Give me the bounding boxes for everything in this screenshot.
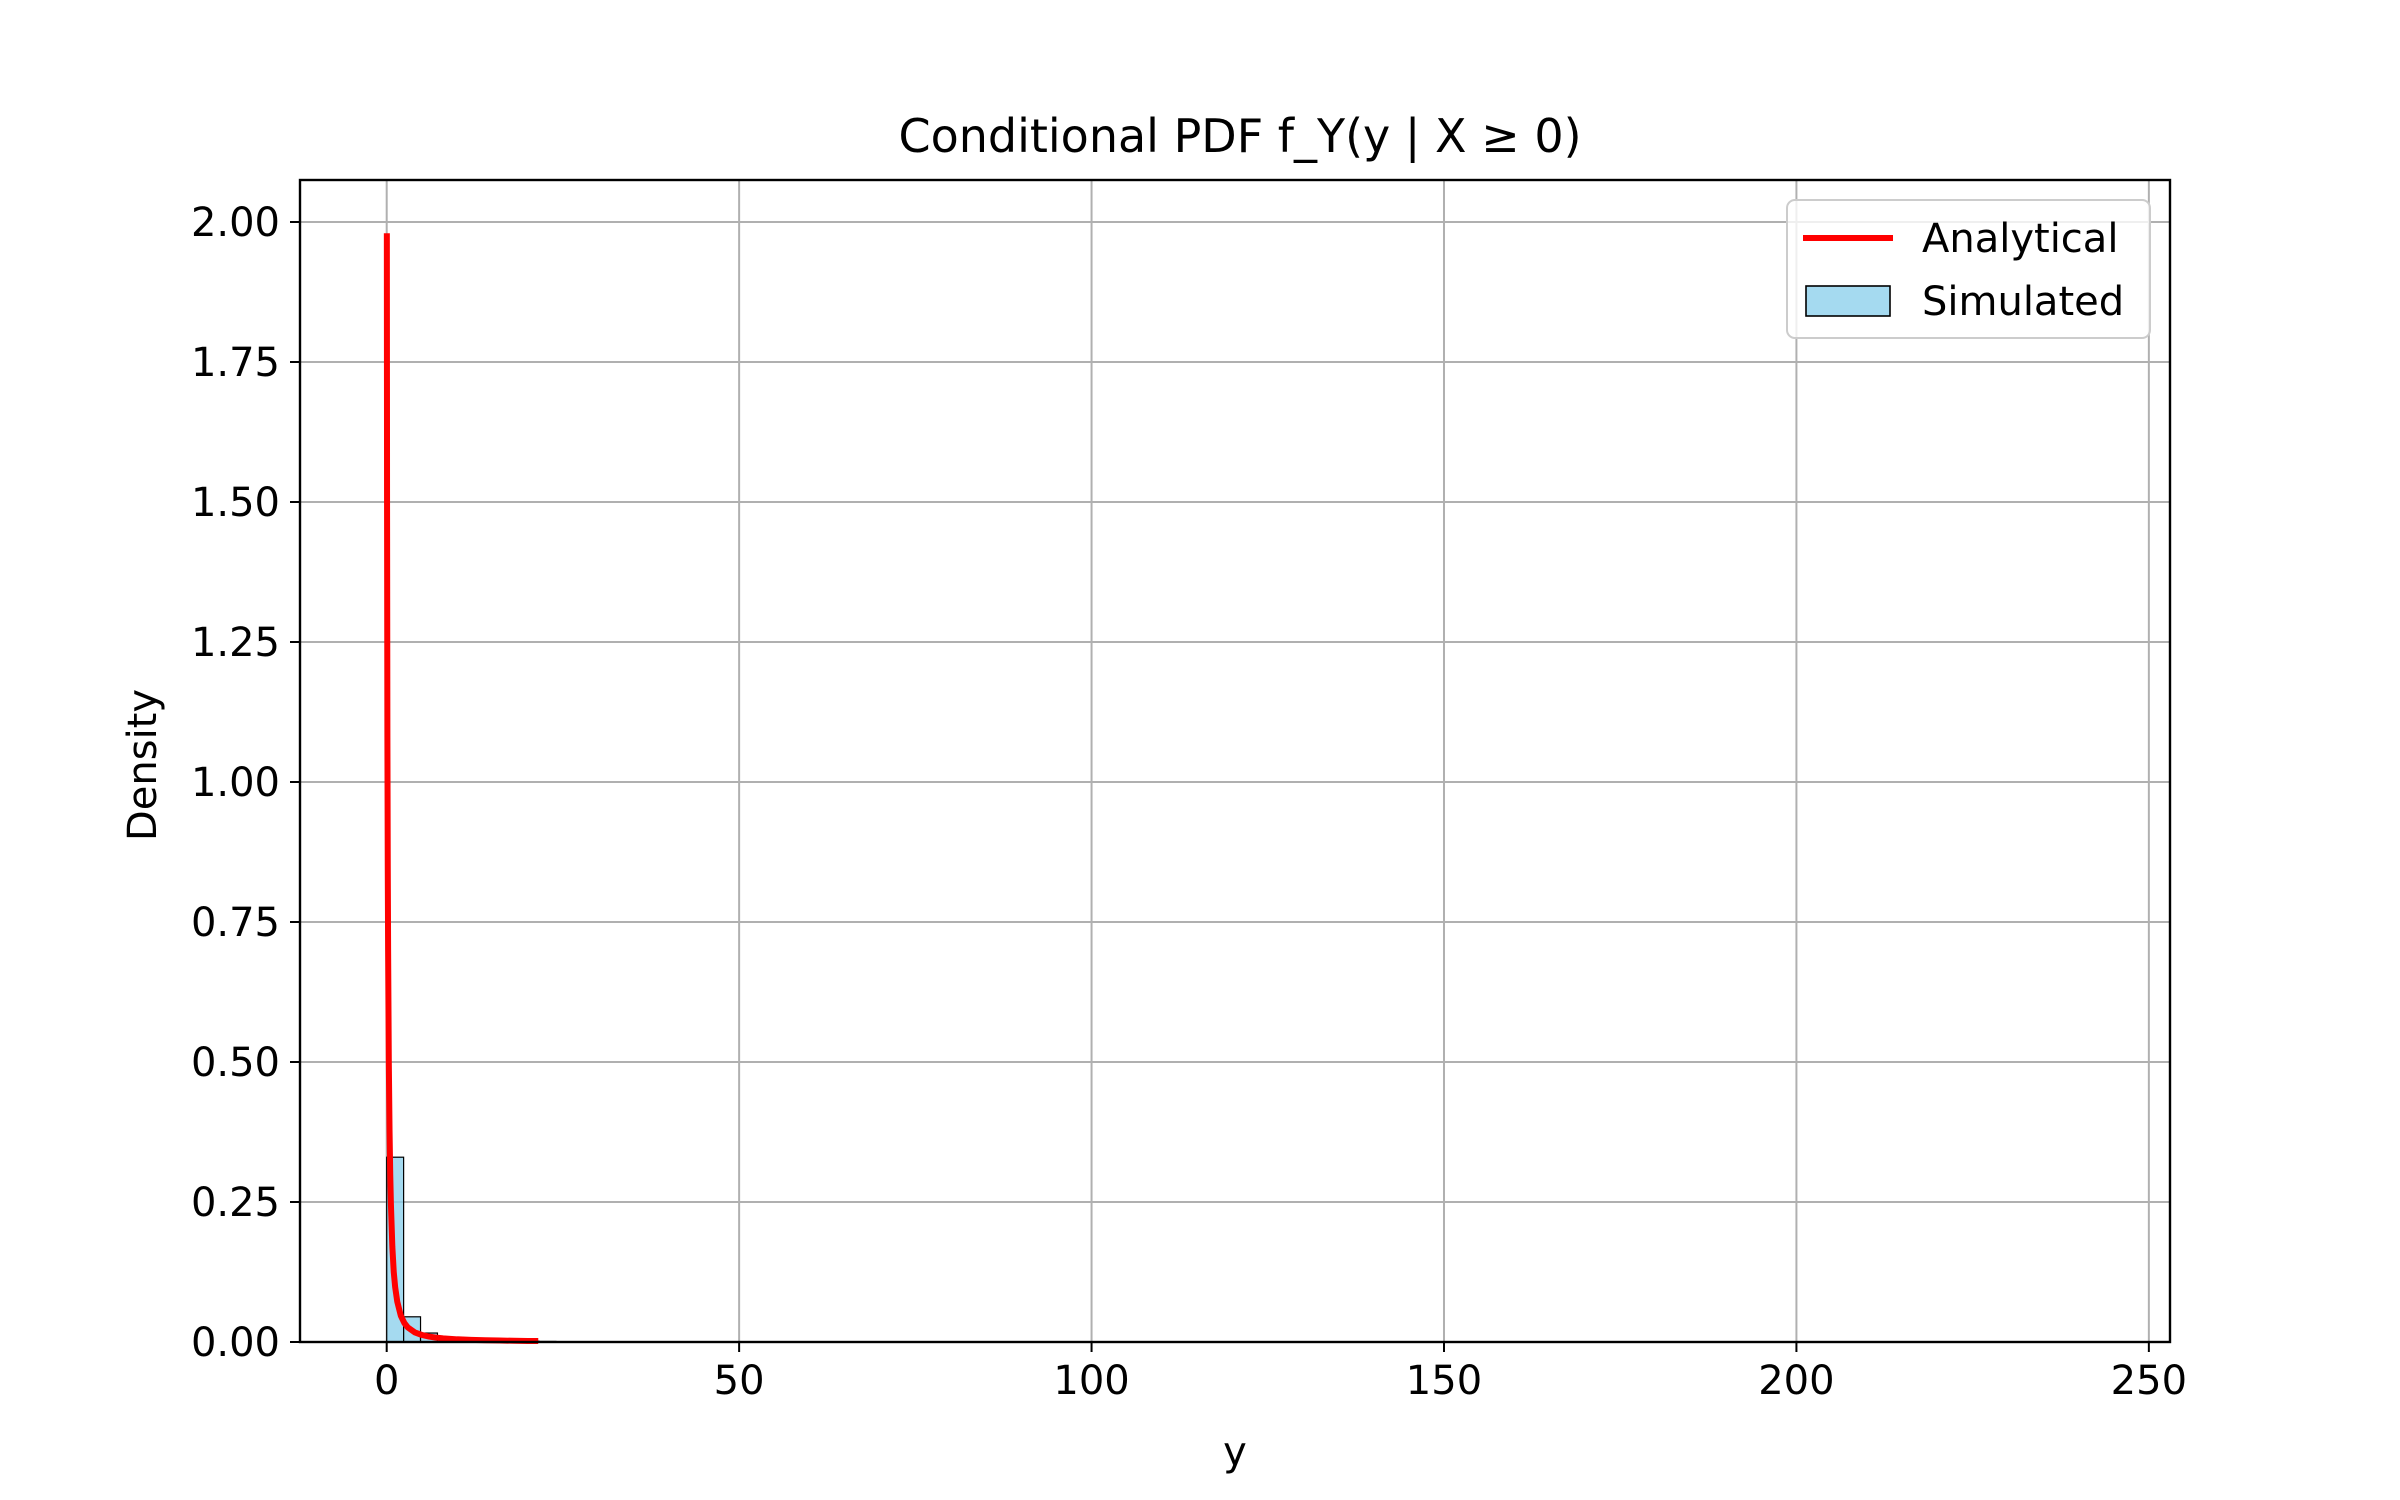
x-tick-label: 0 (374, 1358, 399, 1404)
analytical-line (383, 233, 539, 1345)
x-axis: 0 50 100 150 200 250 (374, 1342, 2187, 1404)
plot-area (298, 178, 2172, 1345)
legend-simulated-swatch (1805, 285, 1891, 317)
x-tick-label: 250 (2111, 1358, 2187, 1404)
plot-frame (298, 178, 2172, 1344)
x-tick-label: 150 (1406, 1358, 1482, 1404)
chart-title: Conditional PDF f_Y(y | X ≥ 0) (898, 109, 1581, 164)
y-tick-label: 0.00 (191, 1320, 280, 1366)
x-tick-label: 100 (1053, 1358, 1129, 1404)
legend-simulated-label: Simulated (1922, 279, 2124, 325)
y-tick-label: 0.75 (191, 900, 280, 946)
legend-analytical-label: Analytical (1922, 216, 2118, 262)
y-tick-label: 1.25 (191, 620, 280, 666)
legend: Analytical Simulated (1786, 199, 2151, 339)
grid (300, 180, 2170, 1343)
y-tick-label: 2.00 (191, 200, 280, 246)
y-axis-label: Density (120, 689, 166, 841)
y-axis: 0.00 0.25 0.50 0.75 1.00 1.25 1.50 1.75 2.00 (191, 200, 300, 1366)
y-tick-label: 0.50 (191, 1040, 280, 1086)
y-tick-label: 1.75 (191, 340, 280, 386)
plot-background (300, 180, 2170, 1342)
y-tick-label: 1.00 (191, 760, 280, 806)
y-tick-label: 0.25 (191, 1180, 280, 1226)
x-tick-label: 200 (1758, 1358, 1834, 1404)
analytical-line-layer (383, 233, 539, 1345)
x-tick-label: 50 (714, 1358, 765, 1404)
y-tick-label: 1.50 (191, 480, 280, 526)
x-axis-label: y (1223, 1429, 1247, 1475)
